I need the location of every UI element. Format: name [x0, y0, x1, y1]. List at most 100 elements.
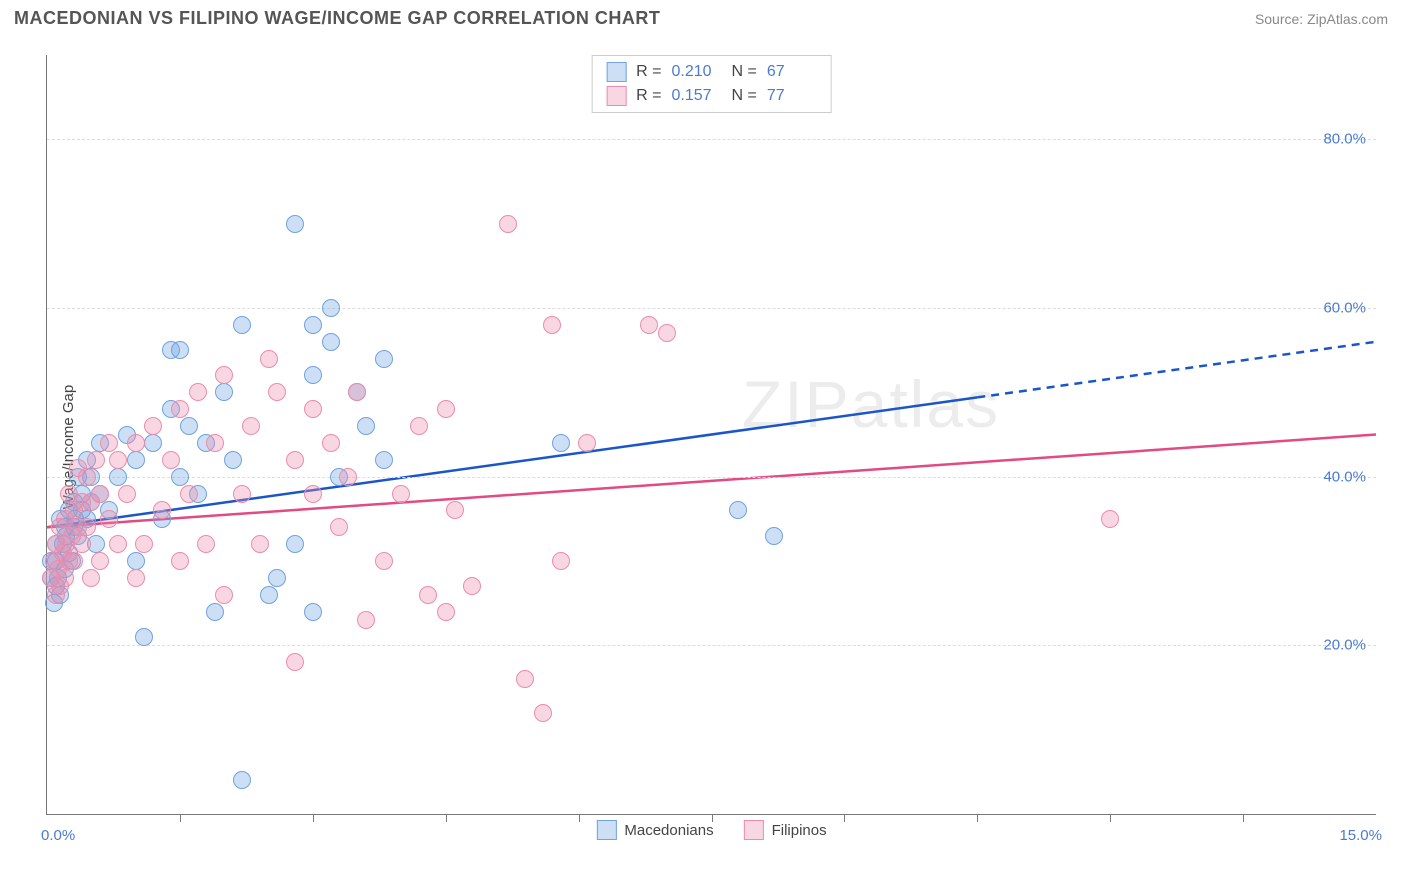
regression-line-extrapolated — [977, 342, 1376, 398]
legend-swatch — [596, 820, 616, 840]
data-point — [144, 417, 162, 435]
watermark: ZIPatlas — [742, 366, 1000, 442]
data-point — [765, 527, 783, 545]
data-point — [215, 383, 233, 401]
data-point — [87, 451, 105, 469]
data-point — [552, 434, 570, 452]
legend-series: Macedonians Filipinos — [596, 820, 826, 840]
y-tick-label: 60.0% — [1323, 300, 1366, 317]
data-point — [499, 215, 517, 233]
data-point — [357, 611, 375, 629]
plot-area: ZIPatlas R = 0.210 N = 67 R = 0.157 N = … — [46, 55, 1376, 815]
data-point — [91, 485, 109, 503]
x-tick — [844, 814, 845, 822]
legend-series-label: Macedonians — [624, 822, 713, 839]
data-point — [171, 468, 189, 486]
y-tick-label: 40.0% — [1323, 468, 1366, 485]
data-point — [82, 569, 100, 587]
legend-swatch — [606, 62, 626, 82]
data-point — [392, 485, 410, 503]
data-point — [233, 485, 251, 503]
data-point — [118, 485, 136, 503]
gridline — [47, 308, 1376, 309]
data-point — [322, 333, 340, 351]
data-point — [109, 468, 127, 486]
x-tick — [977, 814, 978, 822]
data-point — [215, 586, 233, 604]
n-label: N = — [732, 63, 757, 81]
n-value: 77 — [767, 87, 817, 105]
data-point — [206, 603, 224, 621]
legend-series-label: Filipinos — [772, 822, 827, 839]
data-point — [251, 535, 269, 553]
data-point — [304, 366, 322, 384]
gridline — [47, 477, 1376, 478]
data-point — [357, 417, 375, 435]
regression-lines-layer — [47, 55, 1376, 814]
x-tick — [1110, 814, 1111, 822]
data-point — [171, 552, 189, 570]
data-point — [206, 434, 224, 452]
data-point — [197, 535, 215, 553]
data-point — [304, 316, 322, 334]
data-point — [127, 451, 145, 469]
data-point — [215, 366, 233, 384]
legend-stats-row: R = 0.210 N = 67 — [606, 62, 817, 82]
x-tick — [180, 814, 181, 822]
data-point — [375, 552, 393, 570]
data-point — [552, 552, 570, 570]
data-point — [463, 577, 481, 595]
legend-series-item: Filipinos — [744, 820, 827, 840]
data-point — [286, 653, 304, 671]
data-point — [162, 341, 180, 359]
gridline — [47, 645, 1376, 646]
data-point — [180, 485, 198, 503]
chart-header: MACEDONIAN VS FILIPINO WAGE/INCOME GAP C… — [0, 0, 1406, 37]
legend-stats-row: R = 0.157 N = 77 — [606, 86, 817, 106]
chart-container: Wage/Income Gap ZIPatlas R = 0.210 N = 6… — [0, 37, 1406, 857]
gridline — [47, 139, 1376, 140]
data-point — [322, 299, 340, 317]
data-point — [180, 417, 198, 435]
data-point — [437, 603, 455, 621]
data-point — [419, 586, 437, 604]
data-point — [153, 501, 171, 519]
x-tick — [579, 814, 580, 822]
data-point — [260, 350, 278, 368]
data-point — [127, 569, 145, 587]
data-point — [534, 704, 552, 722]
data-point — [135, 628, 153, 646]
data-point — [135, 535, 153, 553]
legend-swatch — [606, 86, 626, 106]
x-tick — [446, 814, 447, 822]
data-point — [109, 451, 127, 469]
chart-title: MACEDONIAN VS FILIPINO WAGE/INCOME GAP C… — [14, 8, 660, 29]
legend-series-item: Macedonians — [596, 820, 713, 840]
data-point — [144, 434, 162, 452]
data-point — [73, 535, 91, 553]
data-point — [375, 350, 393, 368]
data-point — [322, 434, 340, 452]
data-point — [410, 417, 428, 435]
data-point — [446, 501, 464, 519]
data-point — [78, 468, 96, 486]
data-point — [268, 383, 286, 401]
data-point — [127, 552, 145, 570]
data-point — [516, 670, 534, 688]
source-link[interactable]: ZipAtlas.com — [1307, 11, 1388, 27]
data-point — [304, 485, 322, 503]
x-tick — [1243, 814, 1244, 822]
data-point — [260, 586, 278, 604]
n-value: 67 — [767, 63, 817, 81]
data-point — [640, 316, 658, 334]
data-point — [65, 552, 83, 570]
y-tick-label: 20.0% — [1323, 637, 1366, 654]
r-label: R = — [636, 87, 661, 105]
data-point — [1101, 510, 1119, 528]
data-point — [286, 451, 304, 469]
data-point — [233, 771, 251, 789]
data-point — [339, 468, 357, 486]
data-point — [330, 518, 348, 536]
data-point — [56, 569, 74, 587]
data-point — [578, 434, 596, 452]
